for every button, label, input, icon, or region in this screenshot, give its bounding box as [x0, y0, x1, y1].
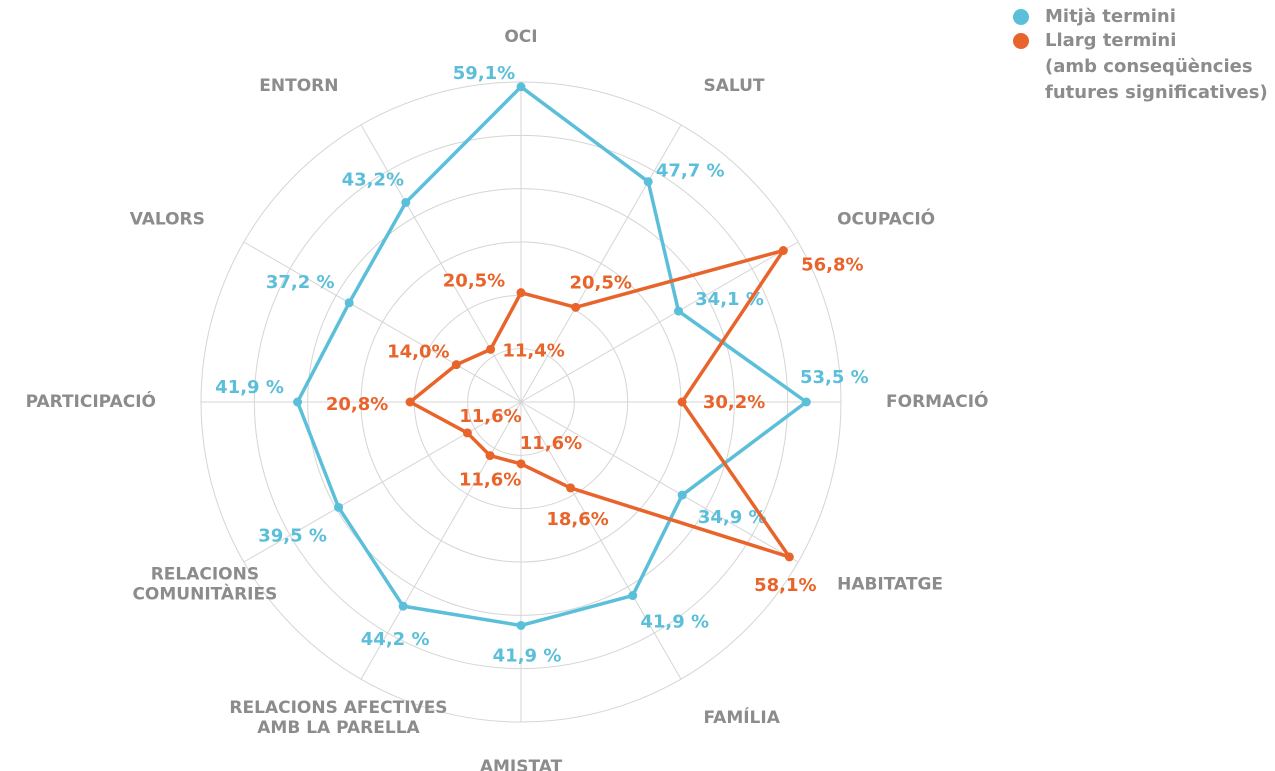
value-label: 43,2%	[342, 169, 404, 190]
category-label: SALUT	[704, 76, 765, 96]
spoke	[520, 124, 682, 403]
data-point	[516, 459, 526, 469]
data-point	[485, 451, 495, 461]
value-label: 41,9 %	[215, 377, 284, 398]
data-point	[401, 197, 411, 207]
spoke	[520, 241, 799, 403]
category-label: VALORS	[130, 210, 205, 230]
category-label: HABITATGE	[837, 575, 943, 595]
value-label: 11,6%	[520, 433, 582, 454]
category-label: PARTICIPACIÓ	[26, 390, 156, 412]
spoke	[243, 401, 522, 563]
value-label: 59,1%	[453, 63, 515, 84]
legend-label: (amb conseqüències	[1045, 56, 1253, 77]
category-label: ENTORN	[259, 76, 338, 96]
data-point	[405, 397, 415, 407]
category-label: FAMÍLIA	[704, 706, 781, 728]
data-point	[334, 502, 344, 512]
value-label: 11,4%	[502, 340, 564, 361]
value-label: 14,0%	[387, 342, 449, 363]
data-point	[344, 298, 354, 308]
value-label: 58,1%	[754, 575, 816, 596]
category-label: OCI	[504, 27, 537, 47]
data-point	[516, 620, 526, 630]
category-label: AMISTAT	[480, 757, 563, 771]
legend-swatch	[1013, 9, 1029, 25]
data-point	[677, 397, 687, 407]
data-point	[293, 397, 303, 407]
data-point	[516, 82, 526, 92]
data-point	[571, 302, 581, 312]
category-label: FORMACIÓ	[886, 390, 988, 412]
data-point	[801, 397, 811, 407]
value-label: 44,2 %	[361, 629, 430, 650]
spoke	[360, 401, 522, 680]
legend-label: futures significatives)	[1045, 82, 1268, 103]
value-label: 11,6%	[459, 470, 521, 491]
data-point	[677, 490, 687, 500]
value-label: 53,5 %	[800, 367, 869, 388]
value-label: 20,8%	[326, 394, 388, 415]
value-label: 39,5 %	[258, 525, 327, 546]
category-label: RELACIONS	[151, 565, 259, 585]
value-label: 20,5%	[443, 271, 505, 292]
value-label: 11,6%	[459, 406, 521, 427]
spoke	[520, 401, 799, 563]
data-point	[674, 306, 684, 316]
legend-label: Llarg termini	[1045, 30, 1176, 51]
value-label: 37,2 %	[266, 272, 335, 293]
value-label: 47,7 %	[656, 161, 725, 182]
value-label: 34,9 %	[698, 507, 767, 528]
spoke	[360, 124, 522, 403]
value-label: 41,9 %	[640, 612, 709, 633]
data-point	[516, 288, 526, 298]
legend-label: Mitjà termini	[1045, 6, 1176, 27]
value-label: 56,8%	[801, 255, 863, 276]
data-point	[628, 591, 638, 601]
category-label: AMB LA PARELLA	[257, 718, 420, 738]
spoke	[243, 241, 522, 403]
data-point	[784, 552, 794, 562]
value-label: 30,2%	[703, 392, 765, 413]
category-label: COMUNITÀRIES	[132, 583, 277, 605]
value-label: 41,9 %	[493, 645, 562, 666]
data-point	[398, 601, 408, 611]
legend-swatch	[1013, 33, 1029, 49]
value-label: 18,6%	[546, 509, 608, 530]
value-label: 20,5%	[569, 272, 631, 293]
spoke	[520, 401, 682, 680]
data-point	[462, 428, 472, 438]
data-point	[643, 177, 653, 187]
data-point	[778, 246, 788, 256]
data-point	[566, 483, 576, 493]
category-label: RELACIONS AFECTIVES	[229, 698, 447, 718]
category-label: OCUPACIÓ	[837, 208, 935, 230]
data-point	[486, 344, 496, 354]
data-point	[451, 360, 461, 370]
